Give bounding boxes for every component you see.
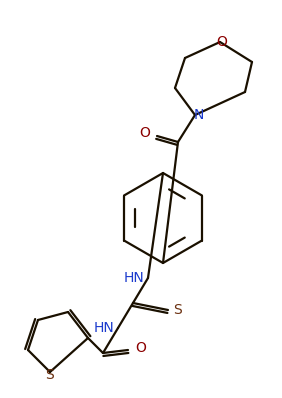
Text: O: O <box>136 341 146 355</box>
Text: O: O <box>217 35 228 49</box>
Text: S: S <box>45 368 53 382</box>
Text: HN: HN <box>123 271 144 285</box>
Text: HN: HN <box>93 321 114 335</box>
Text: S: S <box>173 303 181 317</box>
Text: N: N <box>194 108 204 122</box>
Text: O: O <box>140 126 150 140</box>
